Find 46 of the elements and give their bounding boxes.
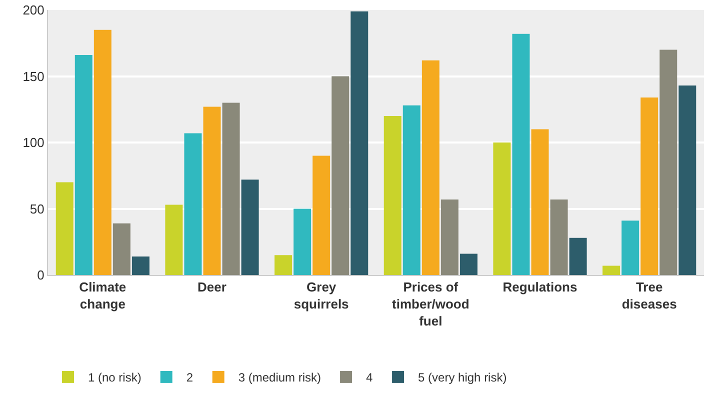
bar: [294, 208, 312, 275]
bar: [678, 86, 696, 275]
bar: [94, 30, 112, 275]
x-tick-label: Climate change: [79, 280, 126, 312]
bar: [602, 266, 620, 275]
bar: [165, 204, 183, 275]
bar: [132, 256, 150, 275]
y-tick-label: 100: [22, 135, 44, 150]
bar: [440, 199, 458, 275]
bar: [512, 34, 530, 275]
bar: [56, 182, 74, 275]
legend-label: 1 (no risk): [88, 370, 142, 385]
bar: [622, 220, 640, 275]
bar: [274, 255, 292, 275]
bar: [74, 55, 92, 275]
bar: [350, 11, 368, 275]
bar: [422, 60, 440, 275]
x-tick-label: Prices of timber/wood fuel: [392, 280, 470, 328]
bar: [184, 133, 202, 275]
bar: [569, 238, 587, 275]
y-tick-label: 0: [37, 268, 44, 283]
y-tick-label: 150: [22, 68, 44, 84]
bar: [203, 106, 221, 275]
legend-label: 4: [366, 370, 374, 385]
x-tick-label: Grey squirrels: [294, 280, 349, 312]
bar: [312, 156, 330, 275]
x-tick-label: Tree diseases: [622, 280, 677, 312]
x-tick-label: Deer: [198, 280, 226, 295]
legend-label: 2: [186, 370, 194, 385]
y-tick-label: 200: [22, 2, 44, 18]
bar: [241, 180, 259, 275]
bar: [660, 50, 678, 275]
bar: [493, 142, 511, 275]
legend-label: 5 (very high risk): [418, 370, 507, 385]
x-tick-label: Regulations: [502, 280, 578, 295]
bar: [531, 129, 549, 275]
bar: [550, 199, 568, 275]
bar: [640, 97, 658, 275]
bar: [460, 254, 478, 275]
bar: [384, 116, 402, 275]
bar: [112, 223, 130, 275]
legend-label: 3 (medium risk): [238, 370, 322, 385]
bar: [222, 102, 240, 275]
bar: [402, 105, 420, 275]
bar: [332, 76, 350, 275]
y-tick-label: 50: [30, 201, 44, 216]
